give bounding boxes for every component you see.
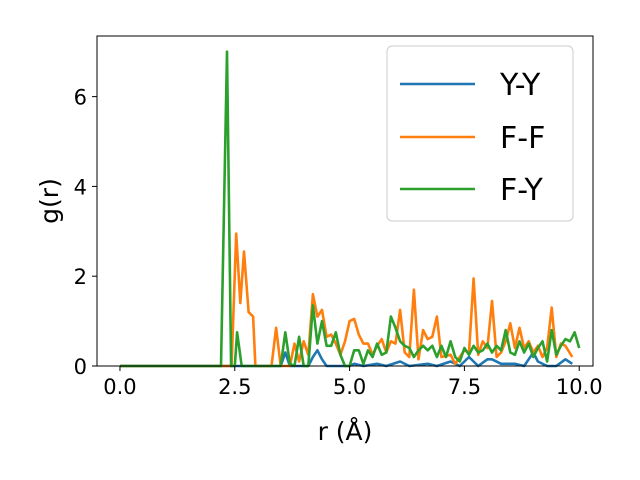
y-tick-label: 6 <box>74 86 87 110</box>
legend-frame <box>386 45 574 222</box>
x-tick-label: 5.0 <box>333 375 366 399</box>
series-line-f-f <box>120 232 574 368</box>
x-tick-label: 7.5 <box>448 375 481 399</box>
x-axis-ticks: 0.0 2.5 5.0 7.5 10.0 <box>103 366 603 399</box>
y-axis-label: g(r) <box>35 178 64 224</box>
y-tick-label: 4 <box>74 175 87 199</box>
x-tick-label: 0.0 <box>103 375 136 399</box>
legend-entries: Y-Y F-F F-Y <box>400 68 545 208</box>
x-tick-label: 10.0 <box>556 375 603 399</box>
legend: Y-Y F-F F-Y <box>386 45 574 222</box>
y-axis-ticks: 0 2 4 6 <box>74 86 97 379</box>
axes-frame <box>96 35 594 367</box>
series-line-y-y <box>120 348 574 368</box>
y-tick-label: 2 <box>74 265 87 289</box>
x-tick-label: 2.5 <box>218 375 251 399</box>
legend-label-y-y: Y-Y <box>499 68 541 103</box>
legend-label-f-y: F-Y <box>500 173 544 208</box>
plot-area <box>96 35 594 368</box>
legend-label-f-f: F-F <box>500 121 545 156</box>
x-axis-label: r (Å) <box>318 417 373 446</box>
y-tick-label: 0 <box>74 355 87 379</box>
